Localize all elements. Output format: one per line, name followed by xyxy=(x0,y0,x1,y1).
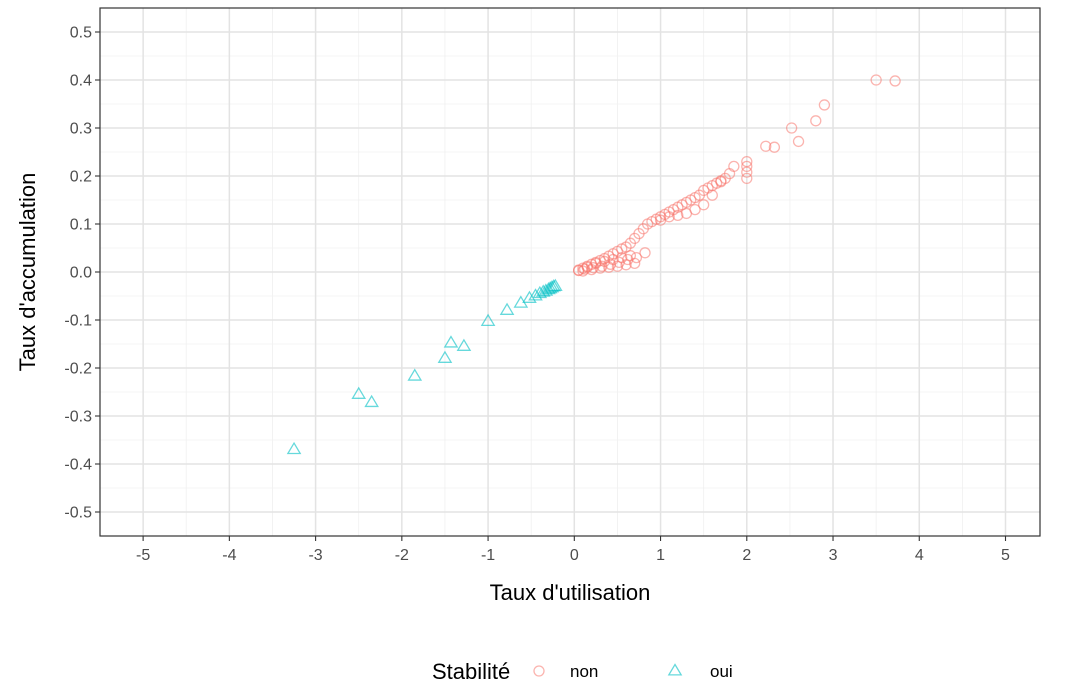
x-tick-label: 2 xyxy=(742,547,751,564)
data-point-non xyxy=(572,264,585,277)
y-tick-label: 0.1 xyxy=(70,217,92,234)
data-point-oui xyxy=(351,386,367,399)
x-tick-label: -1 xyxy=(481,547,495,564)
legend-title: Stabilité xyxy=(432,659,510,684)
data-point-oui xyxy=(499,302,515,315)
x-tick-label: 3 xyxy=(829,547,838,564)
y-tick-label: 0.3 xyxy=(70,121,92,138)
data-point-non xyxy=(672,209,684,222)
data-point-non xyxy=(639,247,651,259)
legend-label-non: non xyxy=(570,662,598,681)
data-point-non xyxy=(663,211,675,223)
y-tick-label: -0.5 xyxy=(64,505,92,522)
data-point-non xyxy=(706,189,718,201)
y-tick-label: 0.0 xyxy=(70,265,92,282)
x-tick-label: -2 xyxy=(395,547,409,564)
data-point-non xyxy=(810,115,822,127)
x-axis-title: Taux d'utilisation xyxy=(490,580,651,605)
data-point-non xyxy=(689,203,701,216)
x-tick-label: -4 xyxy=(222,547,236,564)
data-point-non xyxy=(715,176,727,188)
data-point-non xyxy=(596,260,608,272)
x-tick-label: 4 xyxy=(915,547,924,564)
data-point-oui xyxy=(443,335,459,348)
data-point-non xyxy=(870,74,882,86)
data-point-non xyxy=(741,160,753,173)
data-point-oui xyxy=(522,290,537,303)
grid-lines xyxy=(100,8,1040,536)
data-point-non xyxy=(760,140,772,152)
y-tick-label: -0.3 xyxy=(64,409,92,426)
data-point-non xyxy=(785,122,798,134)
data-point-oui xyxy=(542,281,558,294)
data-point-non xyxy=(889,75,901,87)
y-tick-label: -0.4 xyxy=(64,457,92,474)
data-point-non xyxy=(630,251,643,264)
x-tick-label: 5 xyxy=(1001,547,1010,564)
data-point-oui xyxy=(548,278,563,291)
y-tick-label: 0.5 xyxy=(70,25,92,42)
data-point-non xyxy=(579,263,591,275)
data-point-oui xyxy=(364,394,379,408)
legend-label-oui: oui xyxy=(710,662,733,681)
data-points xyxy=(286,74,901,455)
data-point-non xyxy=(768,141,781,153)
y-tick-label: 0.4 xyxy=(70,73,92,90)
data-point-oui xyxy=(407,368,423,381)
data-point-non xyxy=(587,262,599,274)
x-tick-label: -5 xyxy=(136,547,150,564)
data-point-non xyxy=(741,166,753,178)
y-axis-title: Taux d'accumulation xyxy=(15,173,40,372)
x-tick-label: 1 xyxy=(656,547,665,564)
legend: Stabilité non oui xyxy=(432,659,733,684)
y-tick-label: -0.1 xyxy=(64,313,92,330)
data-point-oui xyxy=(480,313,496,326)
data-point-oui xyxy=(437,350,453,363)
data-point-oui xyxy=(286,441,302,455)
data-point-oui xyxy=(544,280,560,293)
data-point-non xyxy=(741,172,753,185)
data-point-non xyxy=(818,99,831,111)
x-tick-label: -3 xyxy=(308,547,322,564)
y-tick-label: -0.2 xyxy=(64,361,92,378)
data-point-non xyxy=(792,135,805,148)
data-point-non xyxy=(622,253,634,266)
data-point-non xyxy=(604,258,617,270)
data-point-non xyxy=(698,199,710,211)
data-point-non xyxy=(728,160,740,173)
legend-key-oui xyxy=(667,663,683,676)
x-tick-label: 0 xyxy=(570,547,579,564)
legend-key-non xyxy=(533,665,545,677)
data-point-oui xyxy=(541,281,556,295)
axis-ticks: -5 -4 -3 -2 -1 0 1 2 3 4 5 -0.5 -0.4 -0.3 -0.2 -0.1 0.0 0… xyxy=(64,25,1010,565)
data-point-oui xyxy=(456,338,472,351)
y-tick-label: 0.2 xyxy=(70,169,92,186)
